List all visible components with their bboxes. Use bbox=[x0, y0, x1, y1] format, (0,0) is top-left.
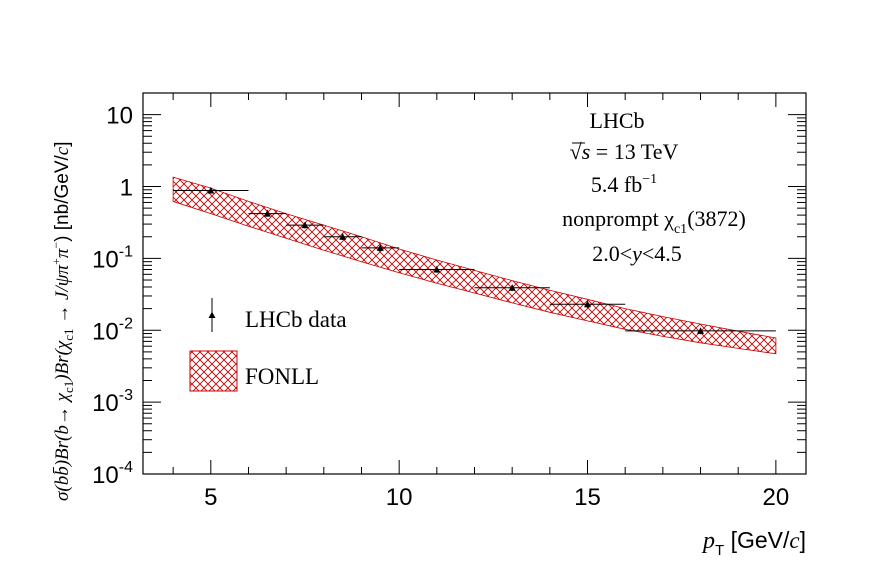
legend-label-fonll: FONLL bbox=[245, 364, 319, 389]
y-tick-label: 10 bbox=[106, 103, 133, 130]
legend-label-data: LHCb data bbox=[245, 307, 347, 332]
y-tick-label: 10-3 bbox=[92, 387, 133, 417]
triangle-marker bbox=[207, 186, 215, 194]
data-point bbox=[248, 210, 287, 217]
x-tick-label: 15 bbox=[574, 484, 601, 511]
y-tick-label: 10-2 bbox=[92, 315, 133, 345]
triangle-marker bbox=[339, 233, 347, 240]
x-tick-label: 10 bbox=[386, 484, 413, 511]
experiment-label: LHCb bbox=[590, 108, 645, 133]
legend-data-marker bbox=[208, 311, 216, 318]
triangle-marker bbox=[301, 221, 309, 229]
y-tick-label: 10-1 bbox=[92, 243, 133, 273]
data-point bbox=[173, 186, 249, 194]
data-point bbox=[474, 284, 550, 292]
x-axis-ticks: 5 10 15 20 bbox=[172, 93, 790, 511]
data-point bbox=[286, 221, 324, 229]
rapidity-label: 2.0<y<4.5 bbox=[592, 241, 682, 266]
data-point bbox=[625, 327, 776, 335]
data-point bbox=[549, 300, 626, 308]
fonll-band bbox=[172, 176, 777, 355]
triangle-marker bbox=[584, 300, 592, 308]
x-tick-label: 5 bbox=[204, 484, 217, 511]
triangle-marker bbox=[697, 327, 705, 334]
process-label: nonprompt χc1(3872) bbox=[562, 206, 746, 237]
legend-fonll-swatch bbox=[189, 350, 238, 392]
legend: LHCb data FONLL bbox=[189, 298, 347, 392]
data-point bbox=[399, 266, 475, 273]
energy-label: √s = 13 TeV bbox=[570, 139, 679, 164]
triangle-marker bbox=[433, 266, 441, 273]
triangle-marker bbox=[263, 210, 271, 217]
y-axis-title: σ(bb̄)Br(b→ χc1)Br(χc1 → J/ψπ+π−) [nb/Ge… bbox=[49, 142, 76, 502]
y-axis-ticks: 10 1 10-1 10-2 10-3 10-4 bbox=[92, 92, 806, 489]
triangle-marker bbox=[376, 244, 384, 251]
x-axis-title: pT [GeV/c] bbox=[701, 527, 806, 559]
data-points bbox=[173, 186, 776, 335]
data-point bbox=[323, 233, 362, 241]
data-point bbox=[361, 244, 400, 252]
x-tick-label: 20 bbox=[763, 484, 790, 511]
triangle-marker bbox=[508, 284, 516, 291]
luminosity-label: 5.4 fb−1 bbox=[591, 172, 657, 197]
y-tick-label: 1 bbox=[120, 175, 133, 202]
y-tick-label: 10-4 bbox=[92, 459, 133, 489]
